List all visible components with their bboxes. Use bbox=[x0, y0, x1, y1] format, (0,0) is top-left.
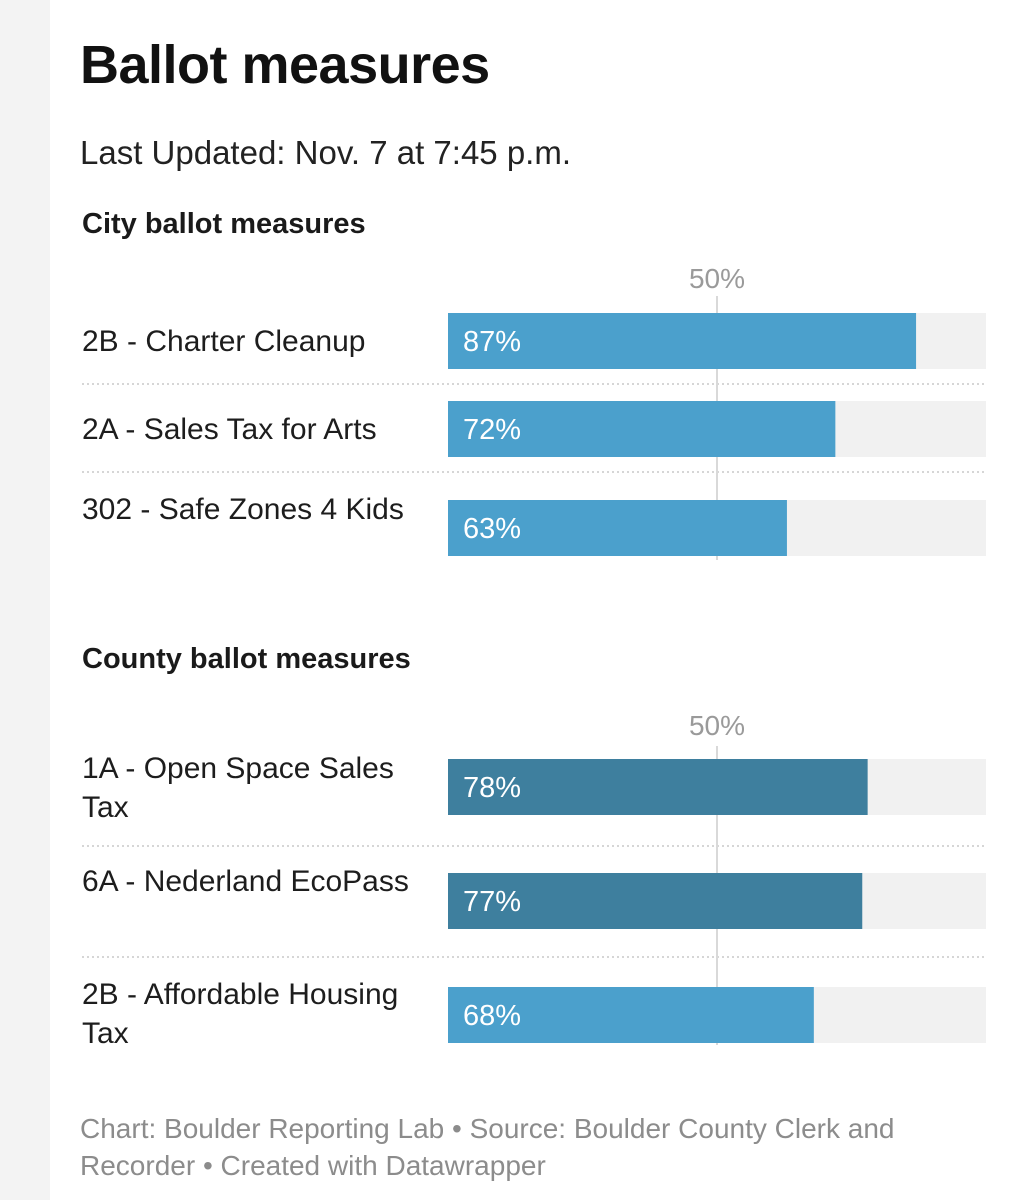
reference-line-label: 50% bbox=[689, 710, 745, 741]
row-label: 1A - Open Space Sales Tax bbox=[82, 752, 394, 824]
row-label: 302 - Safe Zones 4 Kids bbox=[82, 493, 404, 526]
row-label: 2A - Sales Tax for Arts bbox=[82, 413, 377, 446]
chart-card: Ballot measures Last Updated: Nov. 7 at … bbox=[50, 0, 1014, 1200]
bar-value-label: 68% bbox=[463, 1000, 521, 1032]
bar-value-label: 72% bbox=[463, 414, 521, 446]
bar bbox=[448, 500, 787, 556]
bar-value-label: 87% bbox=[463, 326, 521, 358]
county-section-title: County ballot measures bbox=[82, 643, 411, 675]
city-section-title: City ballot measures bbox=[82, 208, 366, 240]
bar-value-label: 63% bbox=[463, 513, 521, 545]
bar bbox=[448, 313, 917, 369]
reference-line-label: 50% bbox=[689, 263, 745, 294]
chart-footer: Chart: Boulder Reporting Lab • Source: B… bbox=[80, 1113, 895, 1181]
bar-value-label: 77% bbox=[463, 886, 521, 918]
row-label: 2B - Affordable Housing Tax bbox=[82, 978, 399, 1050]
bar bbox=[448, 401, 836, 457]
county-bar-chart: 50% 78% 77% 68% bbox=[82, 710, 986, 1045]
last-updated: Last Updated: Nov. 7 at 7:45 p.m. bbox=[80, 134, 572, 171]
row-label: 6A - Nederland EcoPass bbox=[82, 865, 409, 898]
bar-value-label: 78% bbox=[463, 772, 521, 804]
bar bbox=[448, 987, 814, 1043]
city-bar-chart: 50% 87% 72% 63% bbox=[82, 263, 986, 560]
bar bbox=[448, 759, 868, 815]
bar bbox=[448, 873, 863, 929]
row-label: 2B - Charter Cleanup bbox=[82, 325, 366, 358]
page-title: Ballot measures bbox=[80, 35, 490, 95]
